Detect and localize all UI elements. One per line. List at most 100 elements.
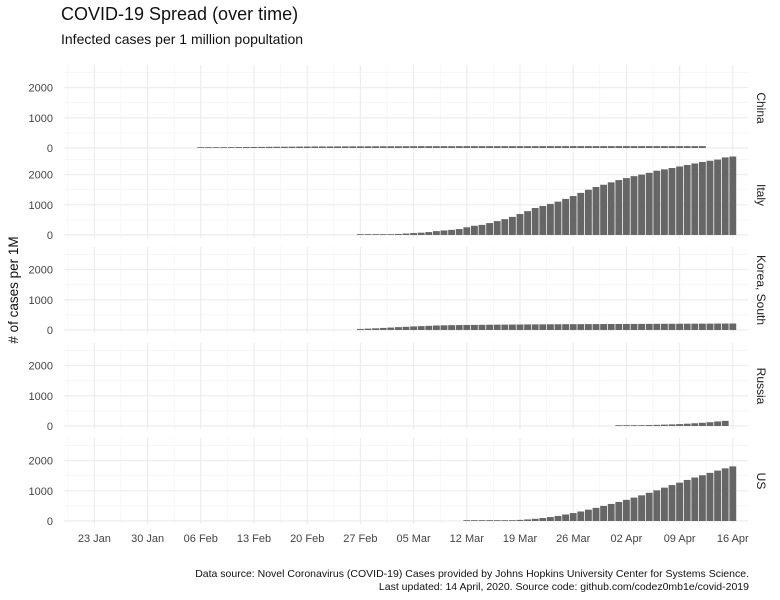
bar-korea-south [524,324,532,330]
bar-china [645,146,653,148]
bar-us [508,520,516,521]
bar-china [394,146,402,148]
bar-korea-south [706,323,714,330]
bar-china [296,146,304,148]
bar-italy [372,234,380,235]
bar-china [250,146,258,148]
facet-label-russia: Russia [754,368,768,405]
bar-us [493,520,501,521]
bar-us [562,514,570,521]
bar-italy [463,227,471,235]
bar-italy [630,176,638,235]
bar-us [486,520,494,521]
x-tick-label: 13 Feb [237,533,271,545]
y-tick-label: 2000 [29,456,53,468]
bar-italy [698,161,706,235]
y-tick-label: 0 [47,230,53,242]
bar-italy [448,229,456,235]
bar-korea-south [531,324,539,330]
bar-us [607,503,615,521]
bar-korea-south [478,324,486,330]
bar-china [615,146,623,148]
y-tick-label: 2000 [29,361,53,373]
bar-us [645,492,653,521]
bar-china [493,146,501,148]
bar-italy [653,170,661,235]
x-tick-labels: 23 Jan 30 Jan 06 Feb 13 Feb 20 Feb 27 Feb 05 M… [78,533,749,545]
bar-russia [706,422,714,426]
bar-korea-south [653,323,661,330]
bar-us [524,519,532,521]
bar-italy [432,231,440,235]
bar-china [273,146,281,148]
x-tick-label: 16 Apr [717,533,749,545]
facet-strip-labels: China Italy Korea, South Russia US [754,92,768,489]
bar-china [220,147,228,148]
bar-italy [660,169,668,235]
bar-italy [577,192,585,235]
bar-korea-south [615,323,623,330]
bar-italy [668,167,676,235]
bar-china [364,146,372,148]
bar-us [676,482,684,521]
bar-china [486,146,494,148]
bar-china [554,146,562,148]
bar-china [334,146,342,148]
facet-label-us: US [754,473,768,490]
bar-italy [470,225,478,235]
bar-china [478,146,486,148]
bar-us [729,466,737,521]
bar-korea-south [379,327,387,330]
bar-china [318,146,326,148]
bar-korea-south [372,328,380,330]
bar-korea-south [562,324,570,330]
bar-russia [714,421,722,426]
bar-russia [653,424,661,426]
bar-us [714,470,722,521]
bar-china [660,146,668,148]
bar-korea-south [638,323,646,330]
bar-italy [455,229,463,235]
bar-china [501,146,509,148]
bar-china [410,146,418,148]
facet-label-korea-south: Korea, South [754,255,768,325]
bar-russia [622,425,630,426]
bar-china [577,146,585,148]
bar-us [683,479,691,521]
bar-korea-south [394,327,402,330]
x-tick-label: 19 Mar [503,533,538,545]
bar-china [455,146,463,148]
bar-korea-south [592,324,600,330]
bar-china [379,146,387,148]
bar-us [630,497,638,521]
bar-italy [569,196,577,235]
bar-china [326,146,334,148]
bar-china [508,146,516,148]
y-tick-label: 1000 [29,113,53,125]
bar-china [417,146,425,148]
bar-italy [478,224,486,235]
bar-italy [417,232,425,235]
bar-italy [638,174,646,235]
bar-russia [615,425,623,426]
bar-korea-south [508,324,516,330]
bar-korea-south [676,323,684,330]
bar-italy [387,234,395,235]
bar-china [349,146,357,148]
bar-italy [562,198,570,235]
chart-title: COVID-19 Spread (over time) [61,4,299,24]
bar-china [592,146,600,148]
y-tick-label: 1000 [29,391,53,403]
bar-italy [584,189,592,235]
bar-korea-south [516,324,524,330]
bar-us [638,495,646,521]
x-tick-label: 09 Apr [664,533,696,545]
x-tick-label: 20 Feb [290,533,324,545]
bar-italy [440,230,448,235]
y-tick-label: 0 [47,143,53,155]
x-tick-label: 12 Mar [450,533,485,545]
bar-china [463,146,471,148]
bar-us [554,516,562,521]
bar-korea-south [630,323,638,330]
